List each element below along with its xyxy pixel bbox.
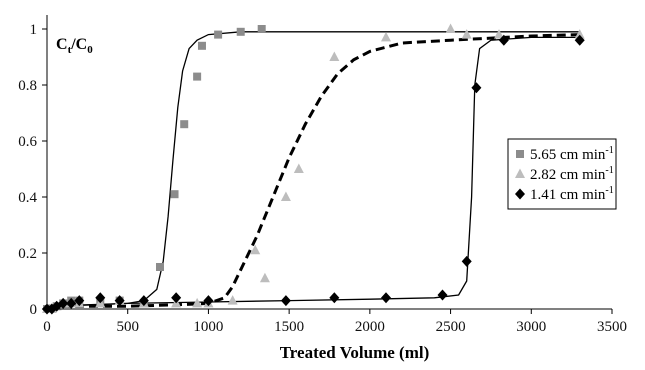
y-tick-label: 0.2 (18, 246, 37, 262)
data-point-series-2 (259, 272, 270, 283)
fit-curve-series-1 (46, 31, 580, 307)
y-tick-label: 0 (30, 302, 38, 318)
data-point-series-1 (257, 25, 266, 33)
y-title-subscript: 0 (87, 44, 93, 56)
x-tick-label: 2000 (355, 319, 385, 335)
legend-marker-series-3 (515, 188, 525, 200)
data-point-series-2 (461, 29, 472, 39)
data-point-series-3 (381, 292, 391, 304)
x-tick-label: 1000 (193, 319, 223, 335)
data-point-series-2 (329, 51, 340, 61)
data-point-series-2 (293, 163, 304, 173)
data-point-series-3 (114, 295, 125, 307)
data-point-series-2 (574, 29, 585, 39)
x-tick-label: 1500 (274, 319, 304, 335)
legend-label-series-3: 1.41 cm min-1 (530, 185, 614, 203)
data-point-series-2 (445, 23, 456, 33)
data-point-series-3 (329, 292, 340, 304)
data-point-series-3 (74, 295, 85, 307)
data-point-series-1 (170, 190, 179, 199)
fit-curves (46, 31, 580, 308)
data-point-series-3 (471, 82, 482, 94)
data-point-series-3 (498, 34, 509, 46)
legend-label-series-2: 2.82 cm min-1 (530, 165, 614, 183)
fit-curve-series-2 (47, 33, 580, 308)
y-tick-label: 0.6 (18, 134, 37, 150)
data-point-series-2 (192, 297, 203, 308)
data-point-series-2 (280, 191, 291, 201)
data-point-series-1 (156, 263, 164, 271)
data-point-series-3 (437, 289, 448, 301)
x-tick-label: 2500 (436, 319, 466, 335)
data-point-series-3 (138, 295, 149, 307)
data-point-series-3 (58, 297, 69, 309)
data-point-series-2 (381, 31, 391, 42)
data-point-series-1 (197, 41, 206, 50)
data-point-series-1 (193, 72, 202, 81)
legend-label-series-1: 5.65 cm min-1 (530, 145, 614, 163)
legend-label-superscript: -1 (605, 185, 613, 196)
x-tick-label: 500 (116, 319, 139, 335)
data-point-series-1 (236, 27, 245, 36)
legend-marker-series-2 (515, 168, 525, 178)
x-tick-label: 3000 (516, 319, 546, 335)
data-point-series-1 (180, 120, 189, 129)
fit-curve-series-3 (46, 36, 580, 307)
x-tick-label: 3500 (597, 319, 627, 335)
y-tick-label: 0.4 (18, 190, 37, 206)
data-point-series-3 (66, 297, 77, 309)
legend: 5.65 cm min-12.82 cm min-11.41 cm min-1 (507, 138, 617, 210)
y-axis-title: Ct/C0 (56, 36, 93, 56)
data-point-series-3 (95, 292, 106, 304)
y-title-part: /C (70, 36, 87, 53)
legend-label-superscript: -1 (605, 145, 613, 156)
legend-label-text: 2.82 cm min (530, 167, 606, 183)
data-point-series-3 (203, 295, 214, 307)
legend-label-text: 1.41 cm min (530, 187, 606, 203)
data-point-series-3 (574, 34, 585, 46)
data-point-series-3 (171, 292, 182, 304)
x-tick-label: 0 (43, 319, 51, 335)
data-markers (42, 23, 585, 315)
data-point-series-2 (227, 295, 238, 305)
y-title-part: C (56, 36, 68, 53)
data-point-series-3 (461, 255, 472, 267)
legend-label-text: 5.65 cm min (530, 147, 606, 163)
data-point-series-2 (250, 244, 261, 255)
data-point-series-2 (494, 29, 504, 39)
axes: 0 500 1000 1500 2000 2500 3000 3500 0 0.2 0.4 0.6 0.… (18, 15, 627, 335)
legend-marker-series-1 (516, 150, 524, 158)
data-point-series-3 (280, 295, 291, 307)
data-point-series-1 (214, 30, 223, 39)
legend-label-superscript: -1 (605, 165, 613, 176)
legend-box (507, 138, 617, 210)
y-tick-label: 0.8 (18, 78, 37, 94)
x-axis-title: Treated Volume (ml) (280, 343, 430, 362)
y-tick-label: 1 (30, 22, 38, 38)
y-title-subscript: t (68, 44, 72, 56)
